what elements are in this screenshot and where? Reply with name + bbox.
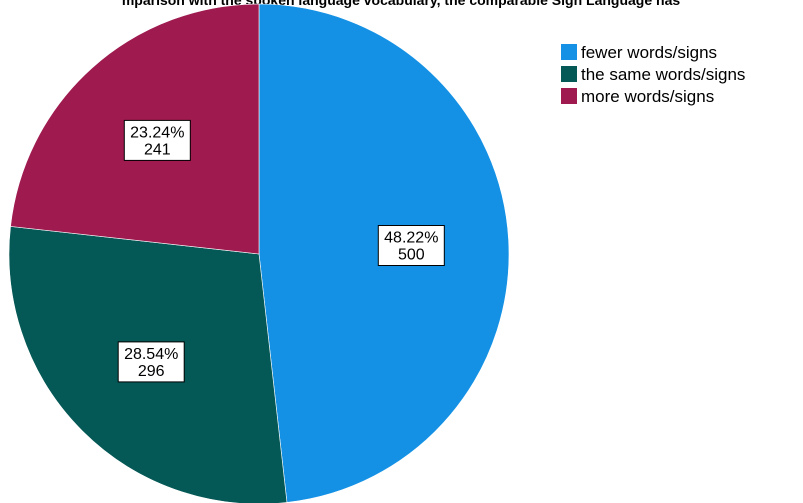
- chart-title: mparison with the spoken language vocabu…: [122, 0, 681, 8]
- pie-slice-labels: 48.22%500 28.54%296 23.24%241: [117, 119, 445, 383]
- legend-label-fewer-words-signs: fewer words/signs: [581, 43, 717, 62]
- legend-swatch-fewer-words-signs: [561, 44, 577, 60]
- legend-swatch-more-words-signs: [561, 88, 577, 104]
- slice-count-label: 500: [398, 247, 425, 264]
- legend: fewer words/signs the same words/signs mor…: [561, 43, 745, 106]
- slice-count-label: 296: [138, 363, 165, 380]
- legend-swatch-the-same-words-signs: [561, 66, 577, 82]
- slice-label-the-same-words-signs: 28.54%296: [117, 341, 185, 383]
- legend-label-the-same-words-signs: the same words/signs: [581, 65, 745, 84]
- slice-percent-label: 48.22%: [384, 230, 438, 247]
- slice-label-box: [123, 119, 191, 161]
- legend-label-more-words-signs: more words/signs: [581, 87, 714, 106]
- slice-label-box: [377, 225, 445, 266]
- slice-label-more-words-signs: 23.24%241: [123, 119, 191, 161]
- slice-percent-label: 28.54%: [124, 346, 178, 363]
- slice-count-label: 241: [144, 141, 171, 158]
- slice-label-fewer-words-signs: 48.22%500: [377, 225, 445, 266]
- slice-percent-label: 23.24%: [130, 124, 184, 141]
- slice-label-box: [117, 341, 185, 383]
